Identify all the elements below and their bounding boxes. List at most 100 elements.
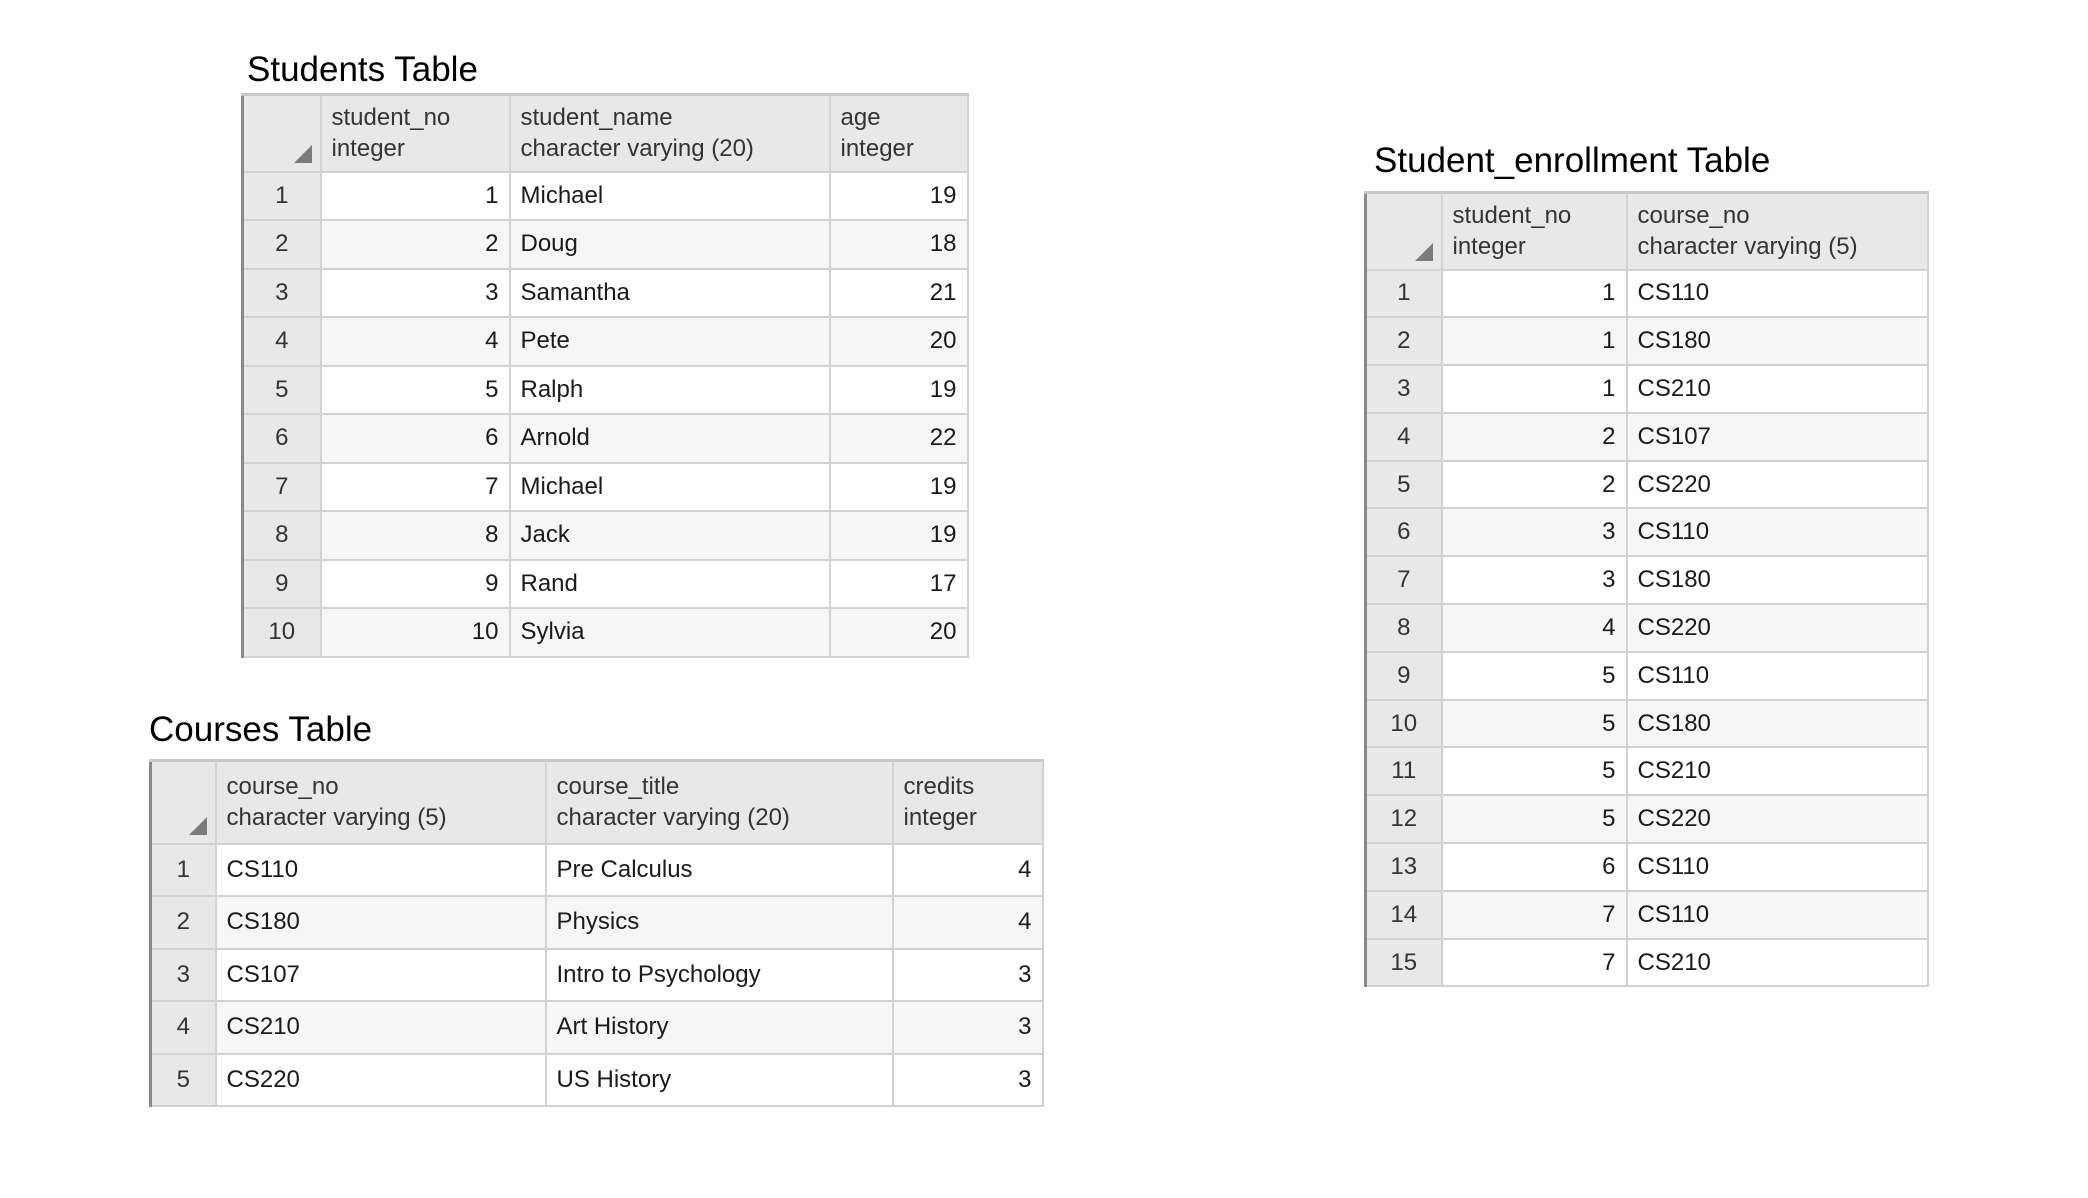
table-row[interactable]: 3 1 CS210 (1364, 364, 1929, 414)
column-header-student-no[interactable]: student_no integer (319, 93, 511, 173)
row-number[interactable]: 12 (1364, 794, 1443, 845)
column-header-student-no[interactable]: student_no integer (1440, 191, 1628, 271)
row-number[interactable]: 5 (149, 1052, 217, 1107)
row-number[interactable]: 1 (1364, 268, 1443, 319)
cell-student-no[interactable]: 2 (1440, 459, 1628, 510)
table-row[interactable]: 7 7 Michael 19 (241, 461, 969, 512)
cell-course-no[interactable]: CS220 (214, 1052, 547, 1107)
cell-credits[interactable]: 4 (891, 895, 1044, 950)
select-all-corner[interactable] (241, 93, 322, 173)
row-number[interactable]: 10 (1364, 698, 1443, 749)
column-header-age[interactable]: age integer (828, 93, 969, 173)
column-header-course-title[interactable]: course_title character varying (20) (544, 759, 894, 845)
select-all-corner[interactable] (1364, 191, 1443, 271)
cell-student-no[interactable]: 1 (1440, 364, 1628, 414)
table-row[interactable]: 8 8 Jack 19 (241, 510, 969, 561)
cell-course-title[interactable]: Art History (544, 1000, 894, 1055)
cell-course-title[interactable]: Pre Calculus (544, 842, 894, 897)
row-number[interactable]: 14 (1364, 889, 1443, 940)
cell-student-name[interactable]: Arnold (508, 413, 831, 464)
table-row[interactable]: 12 5 CS220 (1364, 794, 1929, 845)
row-number[interactable]: 7 (241, 461, 322, 512)
table-row[interactable]: 2 1 CS180 (1364, 316, 1929, 367)
cell-student-no[interactable]: 7 (1440, 889, 1628, 940)
cell-student-no[interactable]: 6 (1440, 842, 1628, 892)
column-header-credits[interactable]: credits integer (891, 759, 1044, 845)
cell-student-name[interactable]: Michael (508, 461, 831, 512)
cell-student-no[interactable]: 6 (319, 413, 511, 464)
table-row[interactable]: 4 2 CS107 (1364, 411, 1929, 462)
row-number[interactable]: 3 (149, 947, 217, 1002)
cell-course-no[interactable]: CS110 (1625, 889, 1929, 940)
cell-course-no[interactable]: CS110 (1625, 268, 1929, 319)
cell-course-no[interactable]: CS180 (1625, 316, 1929, 367)
cell-student-no[interactable]: 3 (319, 267, 511, 318)
cell-student-name[interactable]: Ralph (508, 364, 831, 415)
cell-student-no[interactable]: 10 (319, 607, 511, 658)
cell-student-name[interactable]: Samantha (508, 267, 831, 318)
cell-student-name[interactable]: Pete (508, 316, 831, 367)
cell-course-title[interactable]: US History (544, 1052, 894, 1107)
table-row[interactable]: 6 6 Arnold 22 (241, 413, 969, 464)
row-number[interactable]: 5 (1364, 459, 1443, 510)
cell-student-no[interactable]: 9 (319, 558, 511, 609)
table-row[interactable]: 1 1 CS110 (1364, 268, 1929, 319)
table-row[interactable]: 2 2 Doug 18 (241, 219, 969, 270)
cell-student-no[interactable]: 4 (1440, 603, 1628, 653)
cell-student-name[interactable]: Michael (508, 170, 831, 221)
cell-age[interactable]: 21 (828, 267, 969, 318)
row-number[interactable]: 13 (1364, 842, 1443, 892)
cell-student-no[interactable]: 5 (1440, 698, 1628, 749)
cell-course-no[interactable]: CS210 (1625, 746, 1929, 797)
table-row[interactable]: 1 CS110 Pre Calculus 4 (149, 842, 1044, 897)
table-row[interactable]: 4 4 Pete 20 (241, 316, 969, 367)
cell-course-no[interactable]: CS107 (1625, 411, 1929, 462)
table-row[interactable]: 3 CS107 Intro to Psychology 3 (149, 947, 1044, 1002)
table-row[interactable]: 10 5 CS180 (1364, 698, 1929, 749)
table-row[interactable]: 3 3 Samantha 21 (241, 267, 969, 318)
cell-course-no[interactable]: CS220 (1625, 459, 1929, 510)
cell-student-no[interactable]: 5 (1440, 650, 1628, 701)
cell-course-no[interactable]: CS210 (1625, 937, 1929, 988)
select-all-corner[interactable] (149, 759, 217, 845)
row-number[interactable]: 3 (241, 267, 322, 318)
table-row[interactable]: 8 4 CS220 (1364, 603, 1929, 653)
table-row[interactable]: 9 5 CS110 (1364, 650, 1929, 701)
cell-credits[interactable]: 4 (891, 842, 1044, 897)
cell-student-no[interactable]: 5 (1440, 794, 1628, 845)
table-row[interactable]: 9 9 Rand 17 (241, 558, 969, 609)
row-number[interactable]: 1 (241, 170, 322, 221)
row-number[interactable]: 6 (1364, 507, 1443, 558)
cell-credits[interactable]: 3 (891, 947, 1044, 1002)
row-number[interactable]: 5 (241, 364, 322, 415)
table-row[interactable]: 13 6 CS110 (1364, 842, 1929, 892)
table-row[interactable]: 2 CS180 Physics 4 (149, 895, 1044, 950)
cell-course-no[interactable]: CS110 (214, 842, 547, 897)
row-number[interactable]: 4 (1364, 411, 1443, 462)
cell-course-no[interactable]: CS210 (1625, 364, 1929, 414)
cell-student-no[interactable]: 2 (319, 219, 511, 270)
table-row[interactable]: 5 5 Ralph 19 (241, 364, 969, 415)
table-row[interactable]: 4 CS210 Art History 3 (149, 1000, 1044, 1055)
table-row[interactable]: 14 7 CS110 (1364, 889, 1929, 940)
row-number[interactable]: 4 (149, 1000, 217, 1055)
cell-student-no[interactable]: 3 (1440, 507, 1628, 558)
cell-course-no[interactable]: CS110 (1625, 507, 1929, 558)
cell-age[interactable]: 19 (828, 364, 969, 415)
row-number[interactable]: 3 (1364, 364, 1443, 414)
column-header-course-no[interactable]: course_no character varying (5) (214, 759, 547, 845)
row-number[interactable]: 1 (149, 842, 217, 897)
row-number[interactable]: 9 (1364, 650, 1443, 701)
column-header-course-no[interactable]: course_no character varying (5) (1625, 191, 1929, 271)
row-number[interactable]: 10 (241, 607, 322, 658)
cell-credits[interactable]: 3 (891, 1052, 1044, 1107)
row-number[interactable]: 6 (241, 413, 322, 464)
cell-course-no[interactable]: CS220 (1625, 603, 1929, 653)
cell-student-no[interactable]: 8 (319, 510, 511, 561)
table-row[interactable]: 5 2 CS220 (1364, 459, 1929, 510)
table-row[interactable]: 7 3 CS180 (1364, 555, 1929, 606)
cell-age[interactable]: 22 (828, 413, 969, 464)
cell-course-no[interactable]: CS180 (1625, 698, 1929, 749)
cell-student-no[interactable]: 2 (1440, 411, 1628, 462)
cell-student-name[interactable]: Jack (508, 510, 831, 561)
